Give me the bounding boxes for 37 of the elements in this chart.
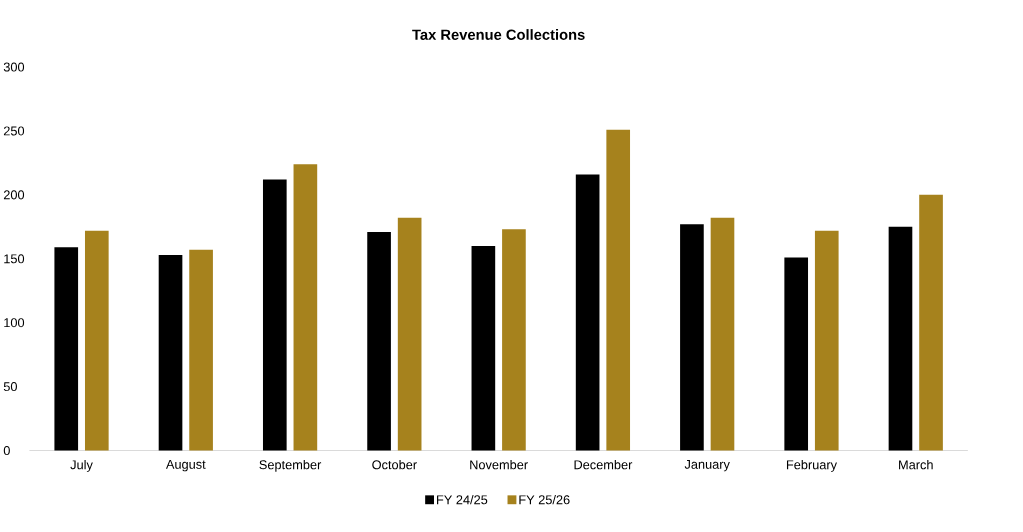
- bar: [575, 174, 600, 451]
- chart-title: Tax Revenue Collections: [412, 28, 585, 40]
- x-tick-label: February: [786, 459, 837, 472]
- bar: [710, 217, 735, 451]
- bar: [502, 229, 526, 451]
- bar: [784, 257, 809, 451]
- y-tick-label: 250: [3, 126, 25, 136]
- x-tick-label: September: [259, 459, 322, 472]
- y-tick-label: 100: [4, 317, 25, 328]
- x-tick-label: January: [684, 459, 730, 472]
- x-tick-label: December: [574, 459, 633, 470]
- bar: [397, 217, 422, 451]
- x-tick-label: August: [165, 459, 206, 472]
- bar: [158, 254, 183, 451]
- bar: [367, 231, 391, 451]
- bar: [606, 129, 631, 451]
- bar: [84, 230, 109, 451]
- bar: [54, 247, 79, 451]
- x-tick-label: October: [372, 459, 417, 470]
- legend-label: FY 24/25: [437, 494, 488, 505]
- bar: [293, 164, 318, 451]
- y-tick-label: 0: [3, 445, 10, 455]
- bar: [471, 245, 496, 451]
- bar: [189, 249, 213, 451]
- x-tick-label: July: [70, 459, 93, 472]
- y-tick-label: 300: [3, 62, 25, 72]
- y-tick-label: 50: [3, 381, 17, 391]
- x-tick-label: November: [470, 459, 528, 470]
- bar: [680, 224, 704, 451]
- y-tick-label: 200: [3, 190, 25, 200]
- y-tick-label: 150: [4, 254, 25, 264]
- bar: [888, 226, 913, 451]
- legend-label: FY 25/26: [519, 494, 570, 505]
- bar: [919, 194, 943, 451]
- bar: [262, 179, 287, 451]
- x-tick-label: March: [899, 459, 933, 470]
- bar: [814, 230, 839, 451]
